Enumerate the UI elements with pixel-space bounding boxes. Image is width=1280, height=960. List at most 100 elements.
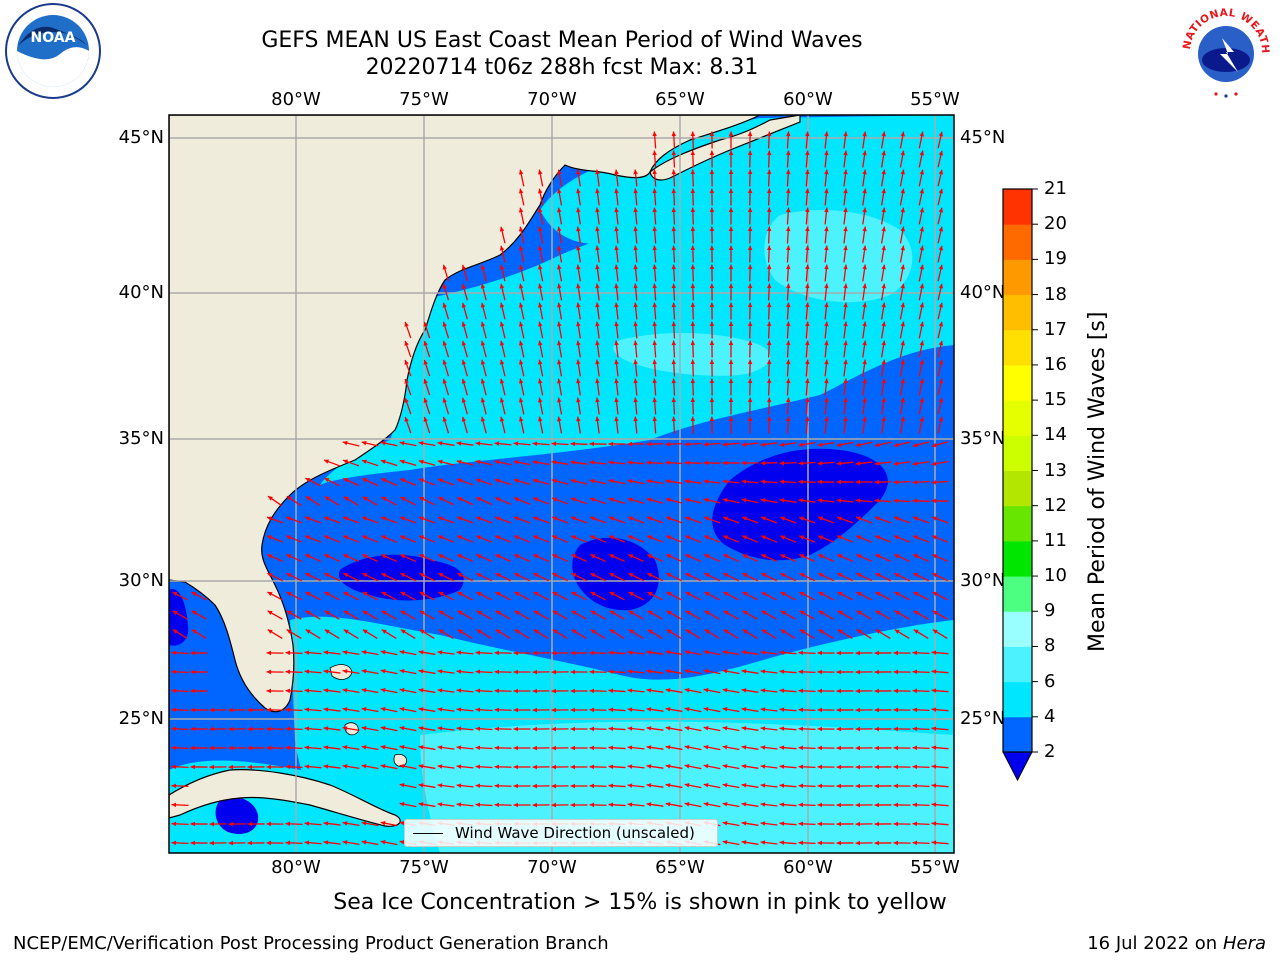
direction-arrow-head [862,131,867,137]
direction-arrow-head [628,573,634,578]
direction-arrow-head [442,302,448,308]
direction-arrow-head [742,592,748,597]
direction-arrow-head [475,726,481,732]
direction-arrow-head [627,745,633,750]
direction-arrow-head [442,340,448,346]
direction-arrow-head [576,416,581,422]
direction-arrow-head [779,802,785,807]
direction-arrow-head [571,610,577,615]
direction-arrow-head [513,688,518,694]
lon-tick-bottom-60w: 60°W [783,857,833,878]
direction-arrow-head [652,378,657,384]
direction-arrow-head [728,397,734,402]
direction-arrow-head [361,745,367,750]
direction-arrow-head [760,745,766,750]
direction-arrow-head [912,783,918,789]
direction-arrow-head [722,497,728,503]
direction-arrow-head [595,321,600,327]
direction-arrow-head [400,629,406,634]
direction-arrow-head [437,459,443,465]
direction-arrow-head [728,245,734,250]
direction-arrow-head [931,783,937,788]
direction-arrow-head [900,283,905,289]
direction-arrow-head [652,340,657,346]
direction-arrow-head [780,610,786,615]
direction-arrow-head [931,726,937,731]
direction-arrow-head [633,245,638,251]
direction-arrow-head [684,441,690,447]
direction-arrow-head [836,669,841,675]
direction-arrow-head [399,441,405,446]
direction-arrow-head [532,783,537,789]
direction-arrow-head [614,169,619,175]
direction-arrow-head [836,802,841,808]
direction-arrow-head [499,397,505,403]
direction-arrow-head [480,321,486,327]
direction-arrow-head [684,764,690,769]
direction-arrow-head [671,188,677,194]
direction-arrow-head [805,321,810,327]
direction-arrow-head [456,802,462,807]
direction-arrow-head [760,802,766,807]
direction-arrow-head [728,264,734,269]
direction-arrow-head [266,688,271,694]
direction-arrow-head [324,535,330,540]
direction-arrow-head [380,440,386,446]
direction-arrow-head [805,169,810,175]
direction-arrow-head [742,573,748,578]
direction-arrow-head [690,245,696,251]
direction-arrow-head [874,442,880,448]
direction-arrow-head [456,688,462,693]
direction-arrow-head [747,283,753,289]
direction-arrow-head [862,169,867,175]
wind-wave-direction-arrows [171,131,949,846]
direction-arrow-head [703,669,709,674]
direction-arrow-head [589,650,595,656]
direction-arrow-head [666,535,672,540]
direction-arrow-head [304,745,310,750]
direction-arrow-head [576,226,581,232]
direction-arrow-head [862,340,867,346]
direction-arrow-head [785,359,791,365]
direction-arrow-head [437,783,443,788]
direction-arrow-head [723,516,728,521]
direction-arrow-head [747,397,753,403]
colorbar-tick-label: 2 [1044,741,1056,762]
direction-arrow-head [894,592,900,597]
direction-arrow-head [400,497,406,502]
direction-arrow-head [818,629,824,634]
direction-arrow-head [495,516,500,521]
lon-tick-bottom-55w: 55°W [910,857,960,878]
direction-arrow-head [685,610,691,615]
direction-arrow-head [779,726,785,731]
direction-arrow-head [780,629,786,634]
direction-arrow-head [633,321,638,327]
direction-arrow-head [938,416,944,422]
direction-arrow-head [893,802,898,808]
direction-arrow-head [862,378,867,384]
direction-arrow-head [938,302,944,308]
direction-arrow-head [323,821,329,826]
direction-arrow-head [709,340,715,345]
direction-arrow-head [666,592,672,597]
direction-arrow-head [323,764,329,769]
direction-arrow-head [576,169,581,175]
direction-arrow-head [537,340,543,346]
direction-arrow-head [475,478,481,483]
direction-arrow-head [475,669,481,675]
direction-arrow-head [722,669,728,674]
direction-arrow-head [399,802,405,807]
direction-arrow-head [171,688,177,694]
direction-arrow-head [557,321,562,327]
direction-arrow-head [343,496,349,501]
direction-arrow-head [418,745,424,750]
direction-arrow-head [423,359,428,365]
direction-arrow-head [798,802,804,808]
direction-arrow-head [893,821,898,827]
direction-arrow-head [704,573,710,578]
lat-tick-left-45n: 45°N [118,127,164,148]
direction-arrow-head [419,478,425,483]
direction-arrow-head [633,264,638,270]
direction-arrow-head [513,650,518,656]
nws-logo: NATIONAL WEATHER SERVICE [1172,0,1276,102]
